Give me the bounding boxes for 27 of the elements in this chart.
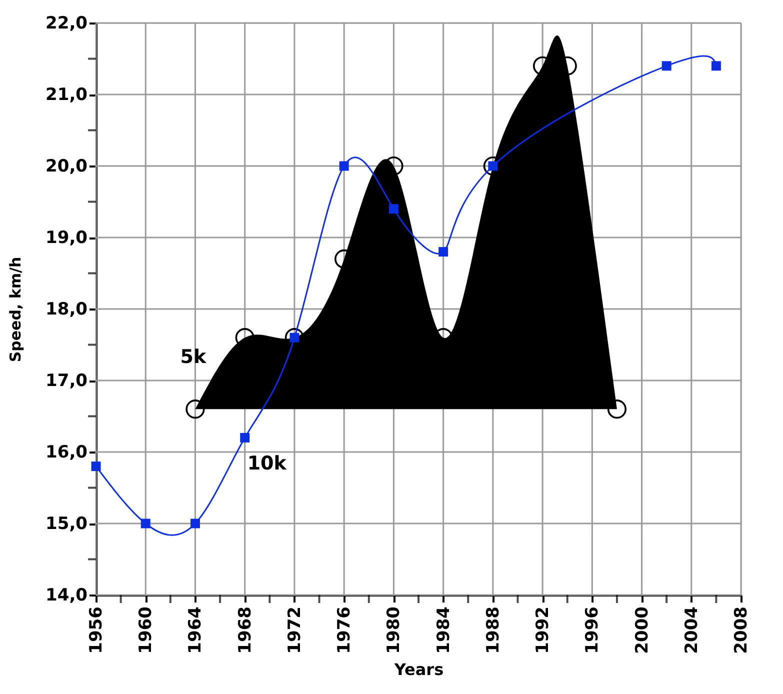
x-tick-label: 1976 — [334, 606, 355, 654]
x-tick-label: 1972 — [284, 606, 305, 654]
x-tick-label: 1980 — [384, 606, 404, 654]
x-axis-title: Years — [393, 660, 444, 679]
y-tick-label: 22,0 — [46, 14, 88, 34]
x-tick-label: 1964 — [186, 606, 206, 654]
x-tick-label: 1956 — [86, 606, 106, 654]
x-tick-label: 2004 — [682, 606, 702, 654]
y-tick-label: 14,0 — [46, 586, 88, 606]
x-tick-label: 1992 — [533, 606, 554, 654]
x-tick-label: 1968 — [235, 606, 256, 654]
y-tick-label: 21,0 — [46, 85, 88, 105]
y-tick-label: 16,0 — [46, 442, 88, 462]
y-tick-label: 18,0 — [46, 300, 88, 320]
y-tick-label: 20,0 — [46, 156, 88, 176]
y-tick-label: 15,0 — [46, 514, 88, 534]
x-tick-label: 2000 — [632, 606, 652, 654]
y-tick-label: 17,0 — [46, 371, 88, 391]
x-tick-label: 1996 — [582, 606, 603, 654]
x-tick-label: 1988 — [483, 606, 504, 654]
x-tick-label: 2008 — [732, 606, 752, 654]
y-tick-label: 19,0 — [46, 228, 88, 248]
x-tick-label: 1960 — [136, 606, 156, 654]
y-axis-title: Speed, km/h — [6, 256, 25, 362]
series-label: 10k — [247, 452, 287, 475]
series-label: 5k — [180, 346, 207, 368]
x-tick-label: 1984 — [434, 606, 454, 654]
